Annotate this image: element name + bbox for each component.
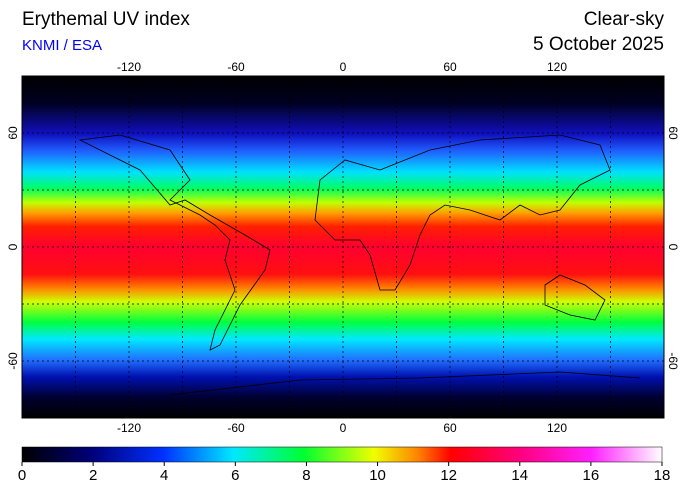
lat-label-right: 60: [666, 126, 680, 140]
lat-label-right: -60: [666, 352, 680, 370]
lon-label-bottom: 0: [340, 421, 347, 435]
colorbar: [21, 446, 663, 463]
title: Erythemal UV index: [22, 9, 190, 30]
colorbar-label: 6: [231, 467, 239, 484]
colorbar-label: 0: [18, 467, 26, 484]
colorbar-label: 4: [160, 467, 168, 484]
colorbar-label: 18: [654, 467, 671, 484]
lon-label-top: -120: [117, 60, 141, 74]
lon-label-top: -60: [227, 60, 245, 74]
lon-label-bottom: 60: [443, 421, 457, 435]
lon-label-bottom: 120: [547, 421, 567, 435]
lat-label-left: -60: [6, 352, 20, 370]
coastlines: [78, 134, 641, 396]
colorbar-label: 10: [369, 467, 386, 484]
colorbar-label: 16: [583, 467, 600, 484]
condition: Clear-sky: [584, 9, 665, 30]
colorbar-label: 12: [440, 467, 457, 484]
colorbar-label: 8: [302, 467, 310, 484]
colorbar-label: 2: [89, 467, 97, 484]
date: 5 October 2025: [533, 34, 664, 55]
lat-label-left: 0: [6, 243, 20, 250]
lat-label-left: 60: [6, 126, 20, 140]
colorbar-label: 14: [511, 467, 528, 484]
lon-label-bottom: -120: [117, 421, 141, 435]
lon-label-bottom: -60: [227, 421, 245, 435]
source: KNMI / ESA: [22, 37, 102, 54]
lon-label-top: 60: [443, 60, 457, 74]
lon-label-top: 120: [547, 60, 567, 74]
lon-label-top: 0: [340, 60, 347, 74]
lat-label-right: 0: [666, 244, 680, 251]
